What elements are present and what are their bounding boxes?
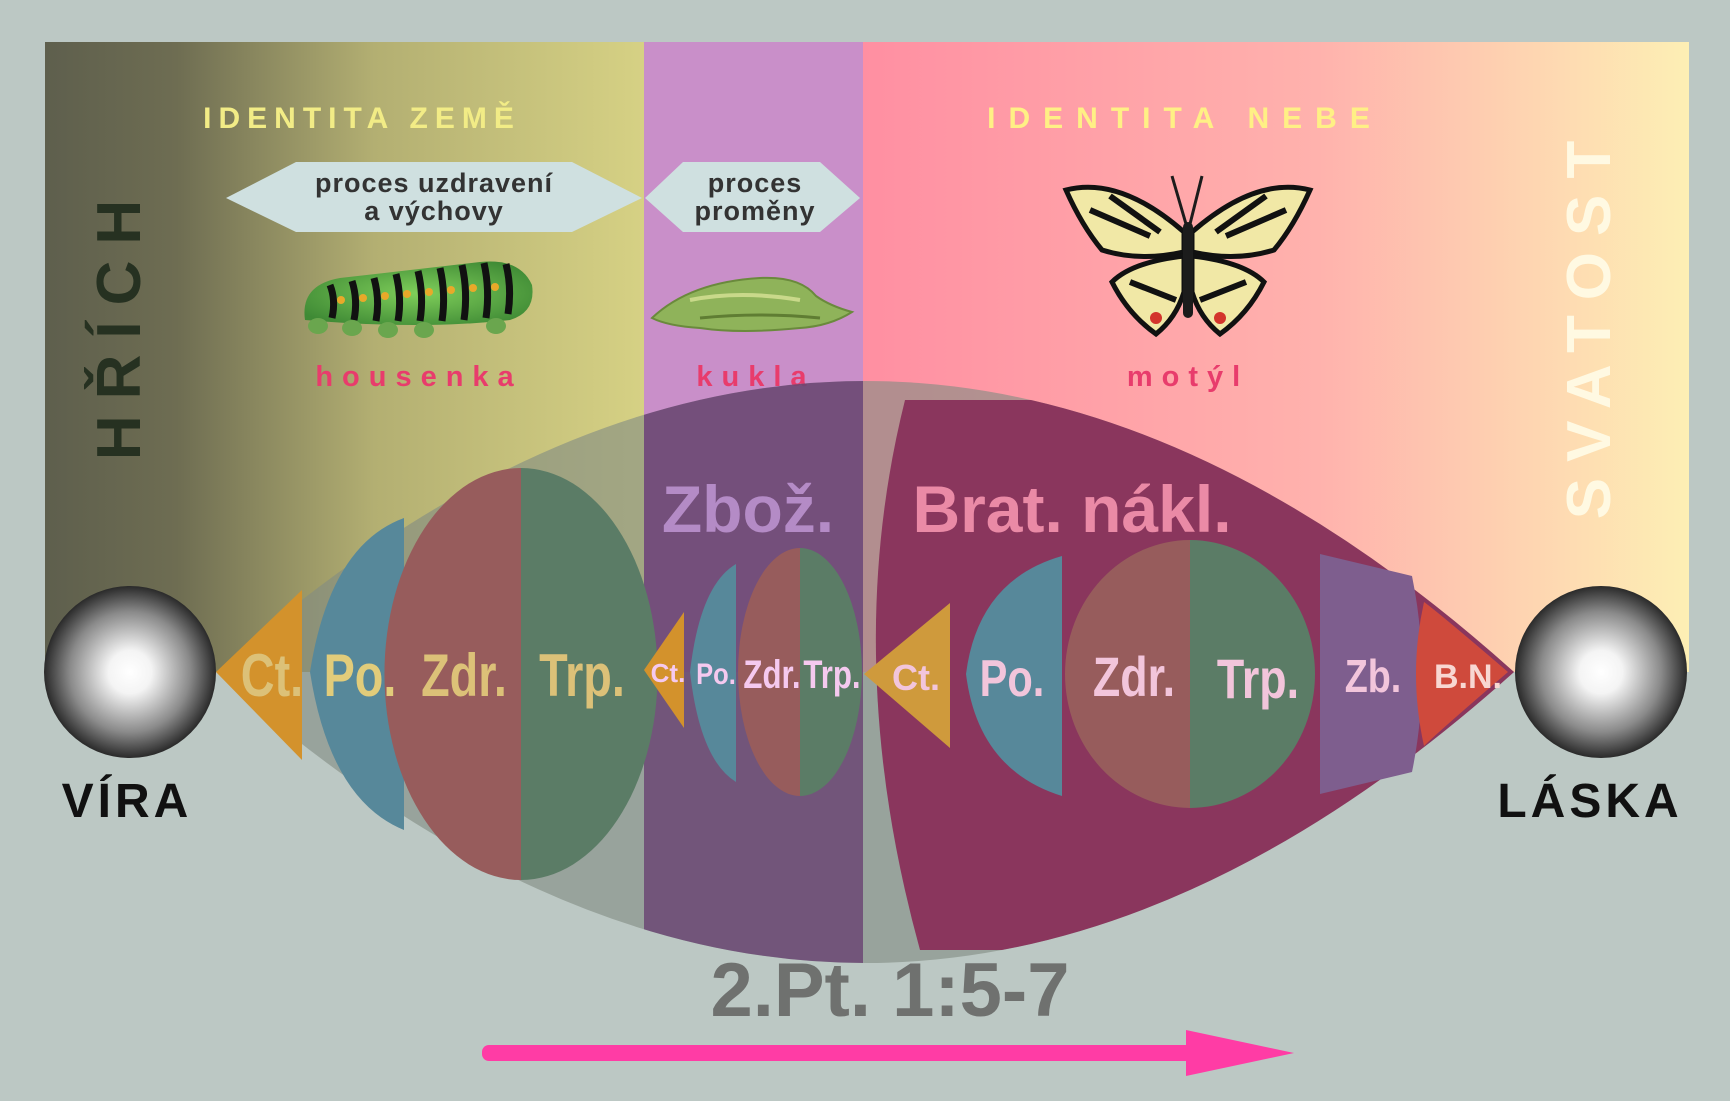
ct-shape-1 — [216, 590, 302, 760]
caterpillar-image — [304, 261, 533, 338]
zdr-shape-3 — [1065, 540, 1190, 808]
trp-shape-3 — [1190, 540, 1315, 808]
identity-heaven-title: IDENTITA NEBE — [987, 102, 1383, 135]
faith-label: VÍRA — [62, 774, 193, 828]
change-process-box — [645, 162, 860, 232]
ct-shape-3 — [864, 603, 950, 748]
virtue-ct-3: Ct. — [892, 657, 940, 698]
bn-shape — [1416, 602, 1508, 746]
virtue-zdr-2: Zdr. — [743, 652, 800, 697]
virtue-po-2: Po. — [696, 657, 736, 690]
po-shape-1 — [310, 518, 404, 830]
po-shape-3 — [966, 556, 1062, 796]
sin-label: HŘÍCH — [85, 184, 154, 460]
virtue-bn: B.N. — [1434, 658, 1502, 696]
virtue-trp-3: Trp. — [1217, 647, 1299, 710]
virtue-trp-2: Trp. — [803, 652, 860, 697]
love-label: LÁSKA — [1497, 774, 1682, 828]
love-sphere — [1515, 586, 1687, 758]
virtue-zdr-3: Zdr. — [1093, 645, 1175, 708]
butterfly-image — [1062, 175, 1314, 338]
zdr-shape-2 — [738, 548, 800, 796]
ct-shape-2 — [644, 612, 684, 728]
pupa-image — [650, 276, 855, 332]
group-pupa — [644, 548, 862, 796]
zb-shape — [1320, 554, 1422, 794]
virtue-zdr-1: Zdr. — [421, 642, 507, 709]
faith-sphere — [44, 586, 216, 758]
holiness-label: SVATOST — [1555, 125, 1624, 519]
trp-shape-1 — [521, 468, 658, 880]
group-earth — [216, 468, 658, 880]
virtue-trp-1: Trp. — [539, 642, 625, 709]
virtue-zb: Zb. — [1345, 650, 1402, 701]
group-heaven — [864, 540, 1508, 808]
change-process-line2: proměny — [694, 196, 815, 226]
virtue-ct-2: Ct. — [651, 658, 686, 688]
scripture-reference: 2.Pt. 1:5-7 — [710, 948, 1069, 1033]
identity-earth-title: IDENTITA ZEMĚ — [203, 101, 521, 135]
virtue-ct-1: Ct. — [241, 642, 303, 709]
butterfly-label: motýl — [1127, 361, 1249, 393]
progress-arrow — [482, 1030, 1294, 1076]
healing-process-box — [226, 162, 642, 232]
caterpillar-label: housenka — [315, 361, 522, 393]
zdr-shape-1 — [384, 468, 521, 880]
change-process-line1: proces — [708, 168, 803, 198]
virtue-po-1: Po. — [324, 642, 397, 709]
healing-process-line1: proces uzdravení — [315, 168, 554, 198]
po-shape-2 — [690, 564, 736, 782]
trp-shape-2 — [800, 548, 862, 796]
brotherly-heading: Brat. nákl. — [912, 472, 1231, 546]
piety-heading: Zbož. — [662, 472, 834, 546]
virtue-po-3: Po. — [980, 649, 1045, 708]
healing-process-line2: a výchovy — [364, 196, 504, 226]
